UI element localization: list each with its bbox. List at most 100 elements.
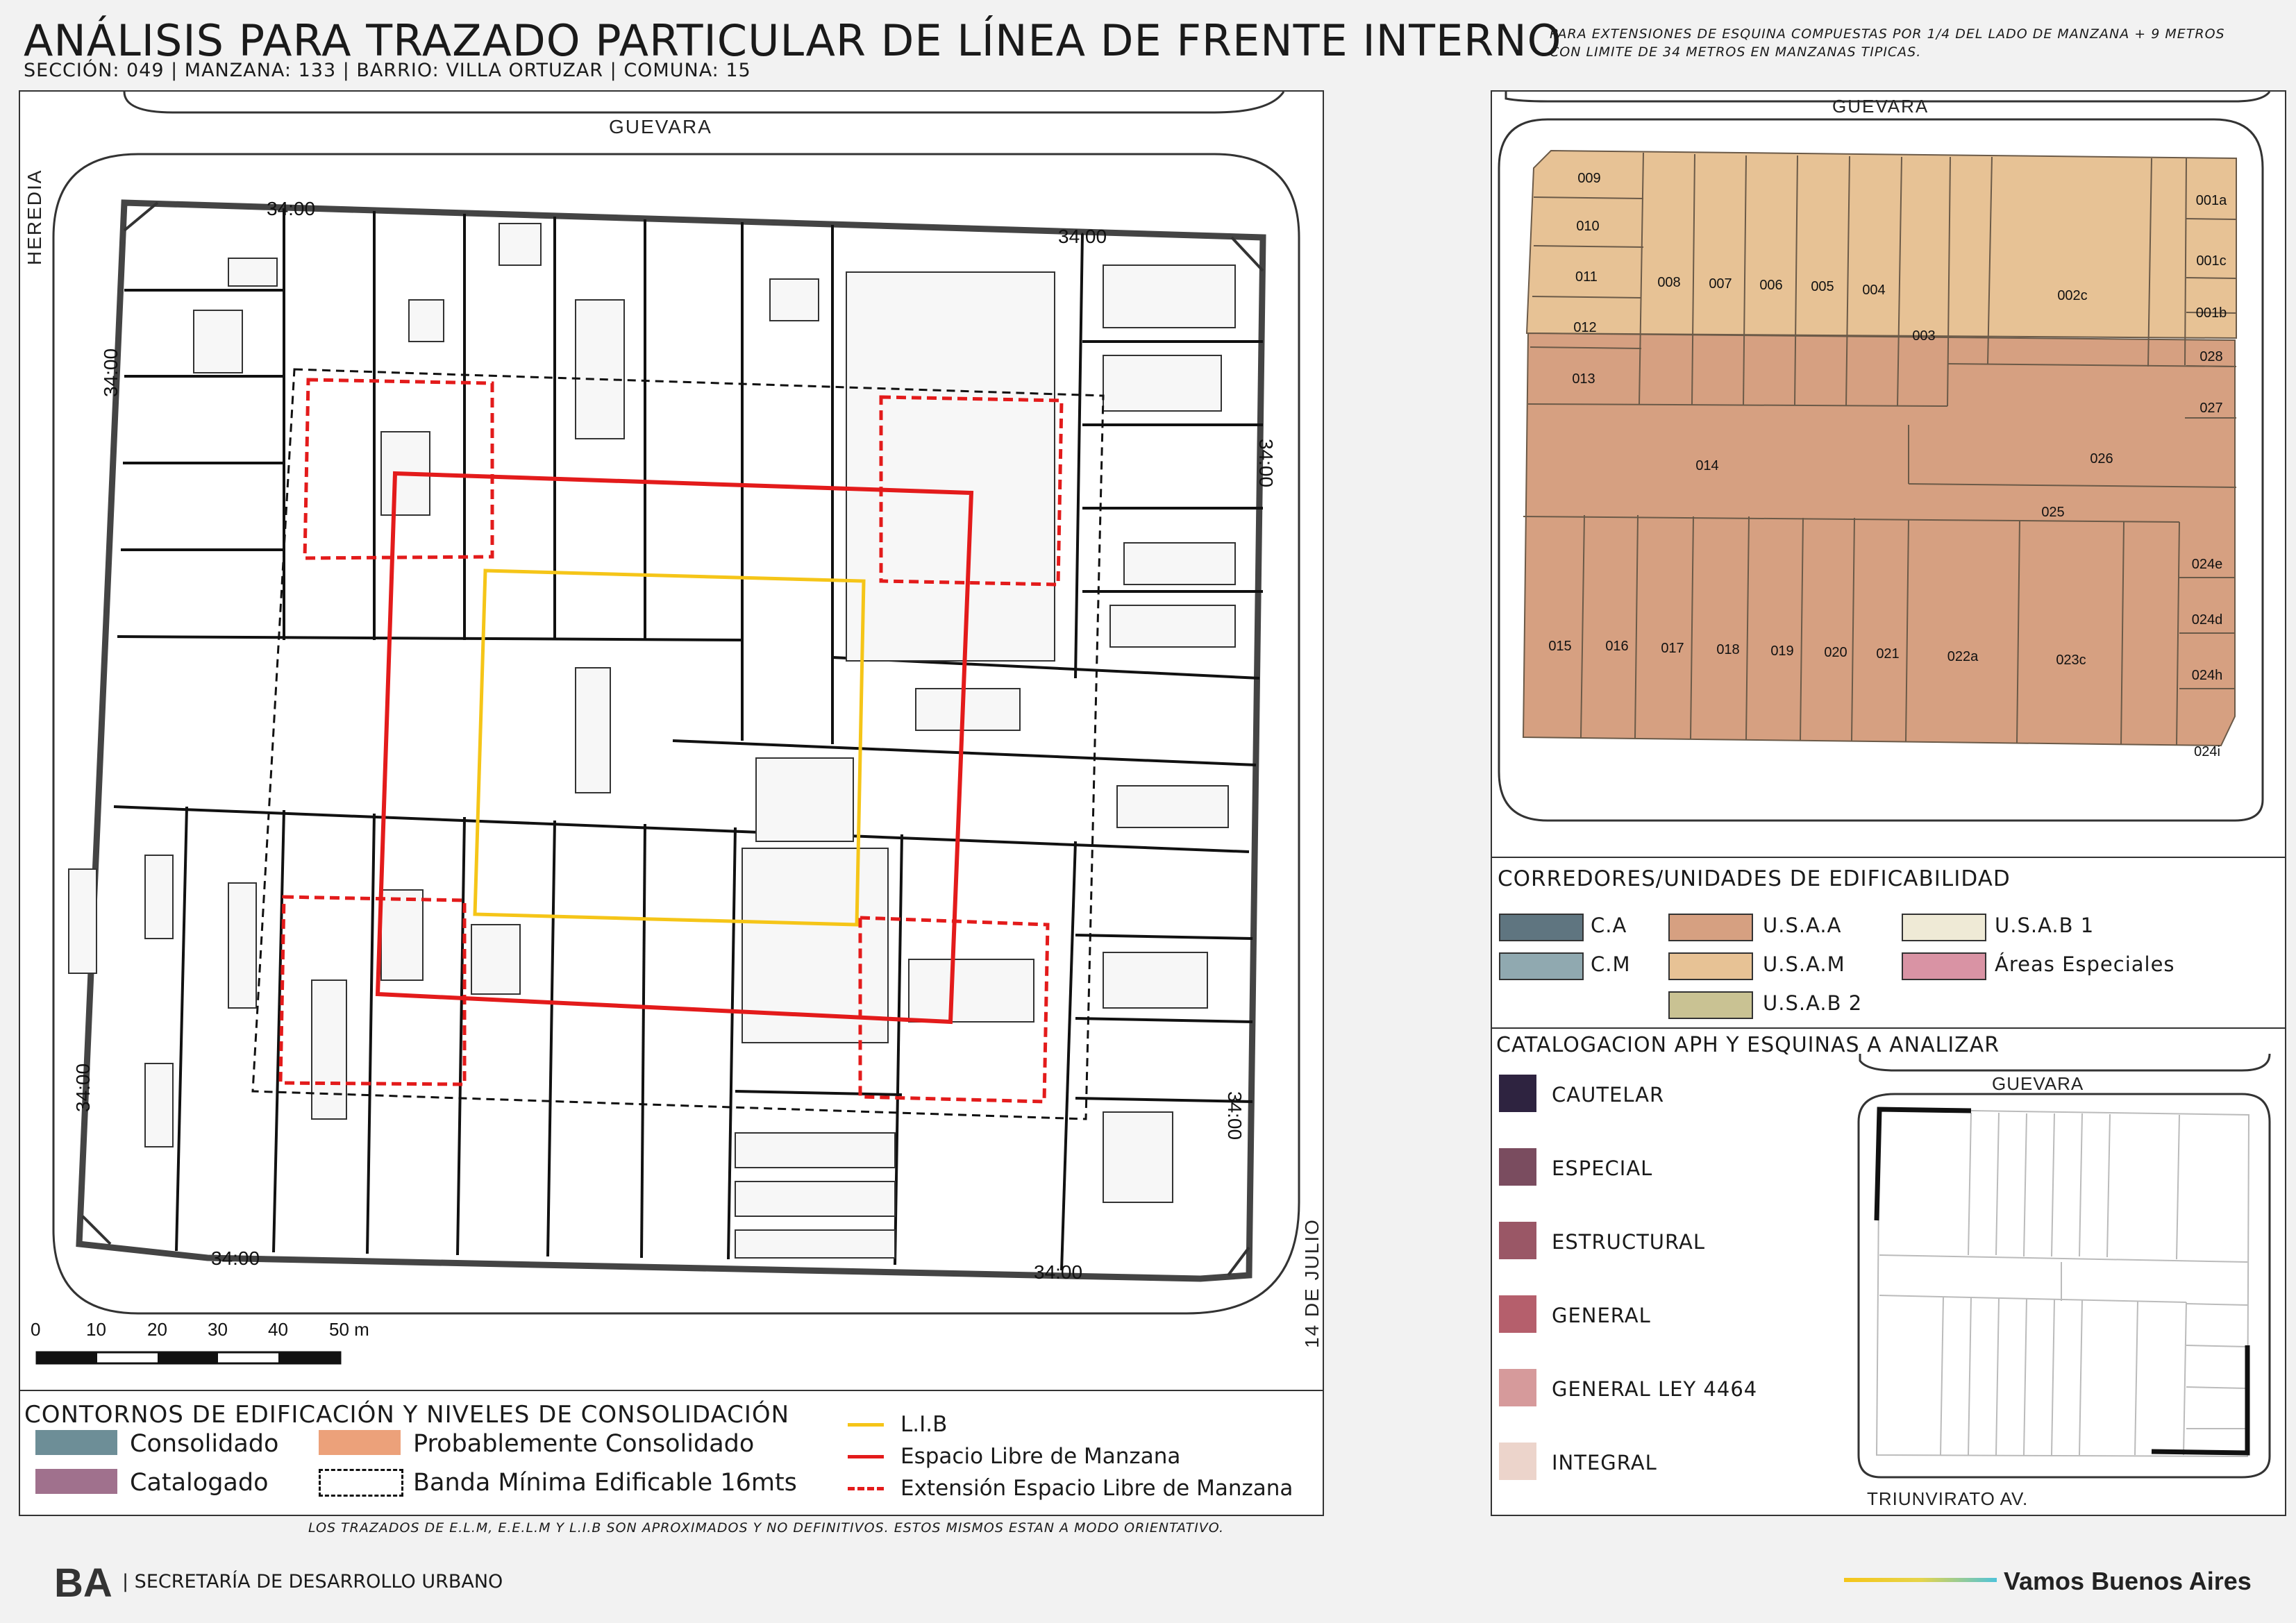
line-swatch-eelm [848,1487,884,1490]
legend-label-eelm: Extensión Espacio Libre de Manzana [900,1476,1293,1501]
parcel-label: 018 [1716,642,1739,657]
parcel-label: 015 [1548,639,1571,654]
parcel-label: 017 [1661,641,1684,656]
swatch-catalogado [35,1469,117,1494]
swatch-consolidado [35,1430,117,1455]
scale-tick-label: 30 [208,1319,228,1340]
dimension-label: 34:00 [211,1247,260,1269]
mini-map-street-bottom: TRIUNVIRATO AV. [1867,1488,2028,1509]
parcel-label: 020 [1824,645,1847,660]
disclaimer-note: LOS TRAZADOS DE E.L.M, E.E.L.M Y L.I.B S… [308,1520,1225,1536]
corridors-legend-panel: CORREDORES/UNIDADES DE EDIFICABILIDAD C.… [1491,857,2286,1030]
legend-label-cautelar: CAUTELAR [1552,1083,1665,1107]
swatch-general-ley-4464 [1499,1369,1536,1406]
legend-label-catalogado: Catalogado [130,1469,269,1497]
neighbor-block-edge [123,92,1285,114]
block-plan-map: GUEVARA HEREDIA 14 DE JULIO 34:00 34:00 … [24,92,1323,1365]
line-swatch-elm [848,1455,884,1458]
parcel-label: 003 [1912,328,1935,344]
parcel-label: 023c [2056,653,2086,668]
catalog-title: CATALOGACION APH Y ESQUINAS A ANALIZAR [1496,1033,2000,1057]
swatch-general [1499,1295,1536,1333]
dimension-label: 34:00 [1034,1261,1082,1283]
page-title: ANÁLISIS PARA TRAZADO PARTICULAR DE LÍNE… [24,15,1562,66]
usaa-zone [1522,332,2236,747]
scale-bar: 0 10 20 30 40 50 m [31,1319,369,1365]
parcel-label: 022a [1947,649,1979,664]
dimension-label: 34:00 [100,348,121,397]
parcel-label: 021 [1876,646,1899,662]
parcel-label: 013 [1572,371,1595,387]
legend-label-probablemente-consolidado: Probablemente Consolidado [413,1430,755,1458]
parcel-label: 008 [1657,275,1680,290]
banda-minima-edificable-line [251,368,1105,1120]
swatch-usam [1668,952,1753,980]
parcel-label: 026 [2090,451,2113,466]
parcel-label: 010 [1576,219,1599,234]
parcel-label: 028 [2199,349,2222,364]
legend-label-estructural: ESTRUCTURAL [1552,1230,1705,1254]
corners-to-analyze [1874,1107,2250,1456]
swatch-integral [1499,1443,1536,1480]
consolidation-legend-panel: CONTORNOS DE EDIFICACIÓN Y NIVELES DE CO… [19,1390,1324,1516]
secretaria-label: | SECRETARÍA DE DESARROLLO URBANO [122,1571,503,1592]
parcel-label: 006 [1759,278,1782,293]
parcel-label: 009 [1577,171,1600,186]
extension-elm-lines [278,378,1064,1104]
legend-label-integral: INTEGRAL [1552,1451,1657,1474]
espacio-libre-manzana-line [375,471,974,1025]
dimension-label: 34:00 [72,1063,94,1112]
corner-extension-note: PARA EXTENSIONES DE ESQUINA COMPUESTAS P… [1550,26,2225,60]
parcel-label: 024i [2194,744,2220,759]
parcel-label: 005 [1811,279,1834,294]
brand-slogan: Vamos Buenos Aires [2004,1567,2252,1595]
parcel-label: 012 [1573,320,1596,335]
legend-label-usam: U.S.A.M [1763,952,1845,976]
scale-tick-label: 50 m [329,1319,369,1340]
swatch-ca [1499,914,1584,941]
legend-label-general-ley-4464: GENERAL LEY 4464 [1552,1377,1758,1401]
parcel-label: 004 [1862,283,1885,298]
scale-tick-label: 40 [268,1319,288,1340]
legend-label-cm: C.M [1591,952,1631,976]
legend-label-general: GENERAL [1552,1304,1651,1327]
scale-tick-label: 20 [147,1319,167,1340]
parcel-label: 001b [2196,305,2227,321]
swatch-usab1 [1902,914,1986,941]
block-parcel-panel: GUEVARA [1491,90,2286,859]
parcel-label: 016 [1605,639,1628,654]
legend-label-usab1: U.S.A.B 1 [1995,914,2095,937]
dimension-label: 34:00 [1255,439,1277,487]
swatch-usaa [1668,914,1753,941]
parcel-label: 002c [2057,288,2087,303]
legend-label-ca: C.A [1591,914,1627,937]
legend-label-consolidado: Consolidado [130,1430,279,1458]
legend-label-usab2: U.S.A.B 2 [1763,991,1863,1015]
swatch-cautelar [1499,1075,1536,1112]
parcel-label: 001c [2196,253,2226,269]
line-swatch-lib [848,1423,884,1427]
legend-label-usaa: U.S.A.A [1763,914,1842,937]
swatch-usab2 [1668,991,1753,1019]
ba-logo-text: BA [54,1562,112,1601]
legend-label-areas-especiales: Áreas Especiales [1995,952,2175,976]
brand-gradient-line [1844,1578,1997,1582]
corners-mini-map: GUEVARA [1857,1054,2271,1509]
parcel-label: 019 [1770,644,1793,659]
swatch-probablemente-consolidado [319,1430,401,1455]
street-label-right: 14 DE JULIO [1301,1218,1323,1348]
ba-logo: BA [54,1562,112,1601]
swatch-areas-especiales [1902,952,1986,980]
legend-label-banda-minima: Banda Mínima Edificable 16mts [413,1469,797,1497]
consolidation-legend-title: CONTORNOS DE EDIFICACIÓN Y NIVELES DE CO… [24,1401,790,1429]
parcel-label: 027 [2199,401,2222,416]
dimension-label: 34:00 [1058,226,1107,247]
parcel-label: 007 [1709,276,1732,292]
street-label-top: GUEVARA [609,116,712,137]
swatch-banda-minima [319,1469,403,1497]
dimension-labels: 34:00 34:00 34:00 34:00 34:00 34:00 34:0… [72,198,1277,1283]
mini-map-street-top: GUEVARA [1992,1073,2084,1094]
swatch-especial [1499,1148,1536,1186]
legend-label-especial: ESPECIAL [1552,1157,1653,1180]
page-subtitle: SECCIÓN: 049 | MANZANA: 133 | BARRIO: VI… [24,60,751,81]
